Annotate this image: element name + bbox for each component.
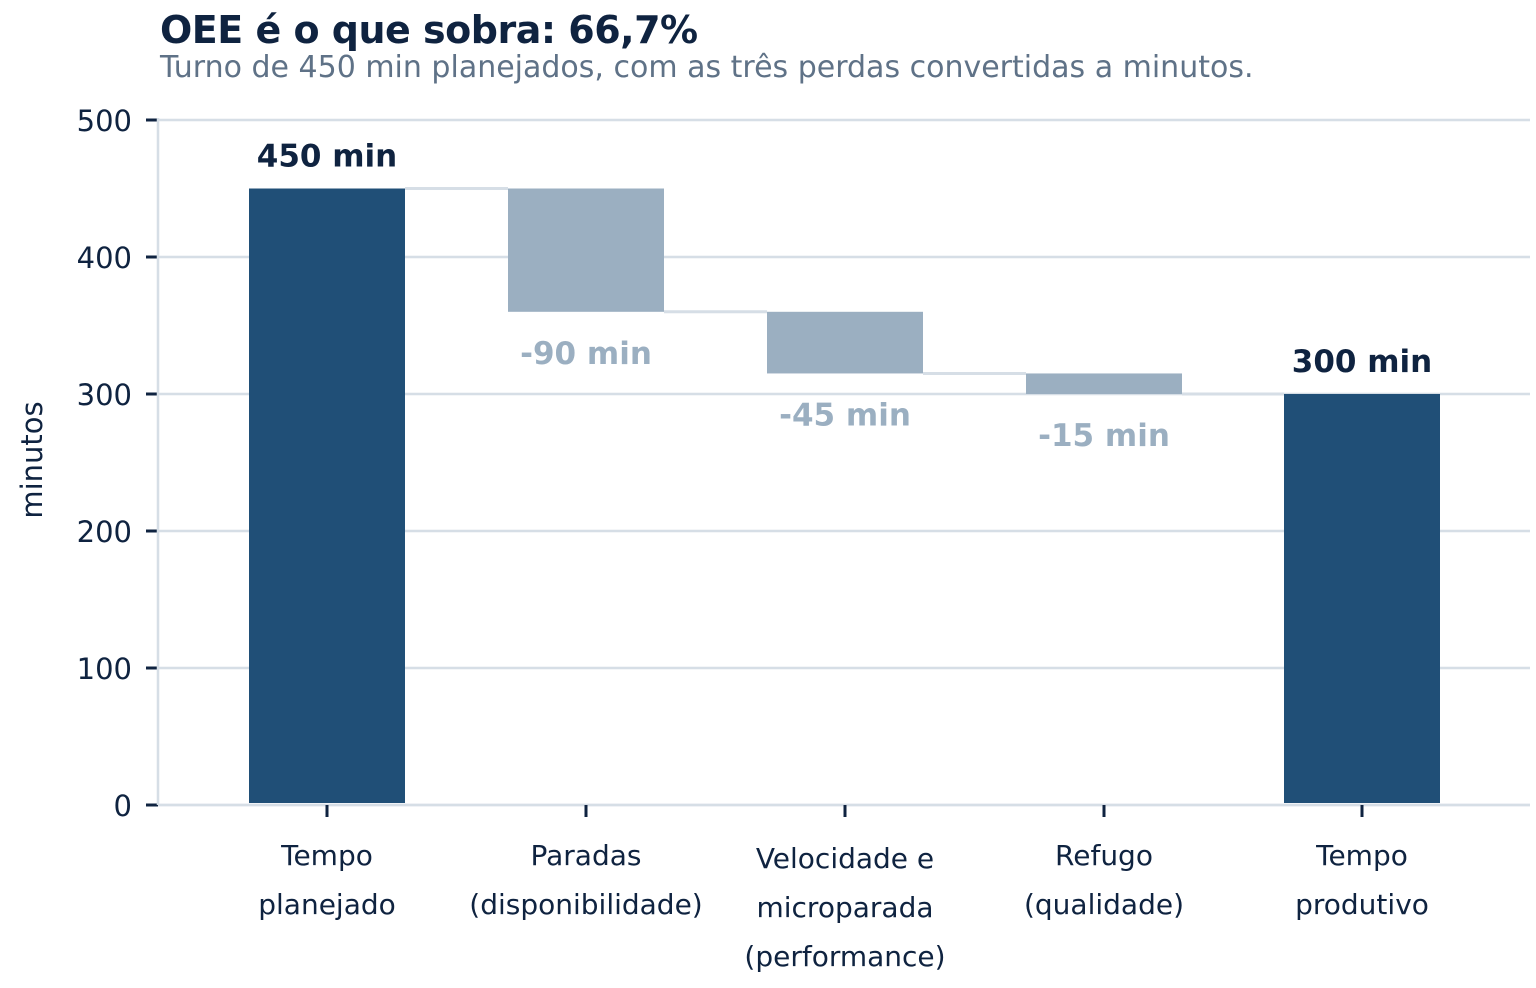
y-tick-label-400: 400 xyxy=(77,241,132,275)
bar-1 xyxy=(508,188,664,312)
chart-title: OEE é o que sobra: 66,7% xyxy=(160,8,698,52)
axis-layer: 0 100 200 300 400 500 minutos Tempo planejado Par… xyxy=(15,104,1530,973)
label-layer: 450 min -90 min -45 min -15 min 300 min xyxy=(257,139,1433,455)
x-tick-label-2: Velocidade e microparada (performance) xyxy=(744,842,945,973)
chart-subtitle: Turno de 450 min planejados, com as três… xyxy=(160,50,1254,85)
data-label-4: 300 min xyxy=(1292,344,1433,380)
data-label-0: 450 min xyxy=(257,139,398,175)
bar-3 xyxy=(1026,373,1182,394)
y-tick-label-100: 100 xyxy=(77,652,132,686)
x-tick-label-4: Tempo produtivo xyxy=(1295,839,1429,921)
y-axis-title: minutos xyxy=(15,401,49,518)
y-tick-label-500: 500 xyxy=(77,104,132,138)
y-tick-label-0: 0 xyxy=(114,789,132,823)
bar-4 xyxy=(1284,394,1440,803)
bar-layer xyxy=(249,188,1440,803)
x-tick-label-0: Tempo planejado xyxy=(258,839,396,921)
x-tick-label-3: Refugo (qualidade) xyxy=(1024,839,1184,921)
connector-layer xyxy=(405,187,1284,396)
data-label-2: -45 min xyxy=(779,397,911,433)
y-tick-label-200: 200 xyxy=(77,515,132,549)
y-tick-label-300: 300 xyxy=(77,378,132,412)
data-label-1: -90 min xyxy=(520,336,652,372)
bar-0 xyxy=(249,188,405,803)
data-label-3: -15 min xyxy=(1038,418,1170,454)
bar-2 xyxy=(767,311,923,374)
x-tick-label-1: Paradas (disponibilidade) xyxy=(469,839,702,921)
